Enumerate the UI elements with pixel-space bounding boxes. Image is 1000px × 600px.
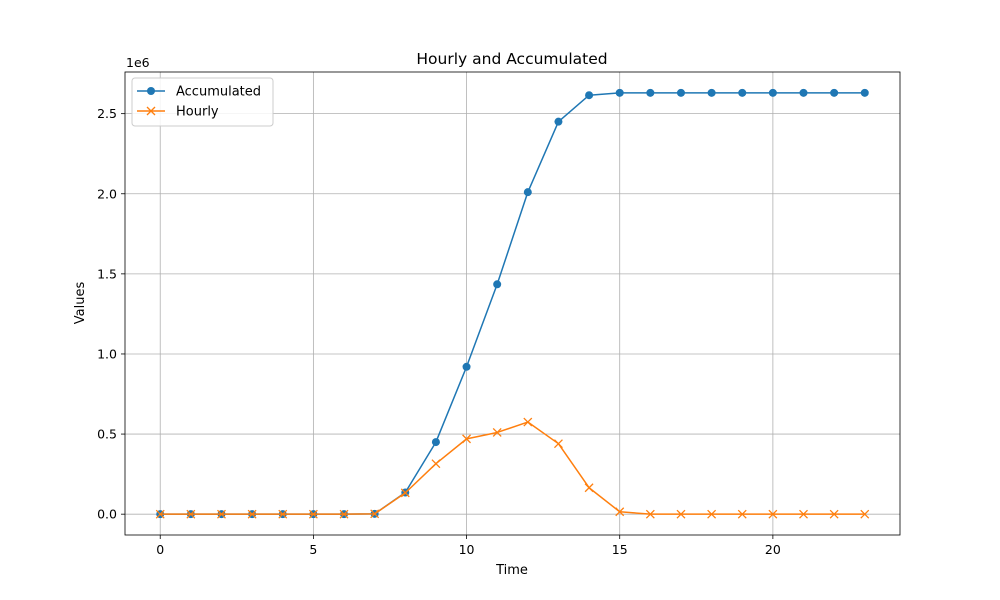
y-axis: 0.0 0.5 1.0 1.5 2.0 2.5 xyxy=(97,106,125,522)
hourly-point xyxy=(247,509,257,519)
accumulated-point xyxy=(799,88,808,97)
accumulated-point xyxy=(830,88,839,97)
hourly-point xyxy=(155,509,165,519)
accumulated-point xyxy=(646,88,655,97)
accumulated-point xyxy=(585,91,594,100)
hourly-point xyxy=(615,507,625,517)
hourly-point xyxy=(308,509,318,519)
y-tick-label: 1.0 xyxy=(97,346,117,361)
hourly-point xyxy=(523,417,533,427)
hourly-point xyxy=(186,509,196,519)
plot-area-frame xyxy=(124,71,901,536)
hourly-series-line xyxy=(160,421,865,515)
y-tick-label: 0.5 xyxy=(97,427,117,442)
grid xyxy=(125,72,900,535)
hourly-point xyxy=(553,439,563,449)
accumulated-point xyxy=(615,88,624,97)
accumulated-point xyxy=(523,188,532,197)
hourly-point xyxy=(737,509,747,519)
y-axis-offset-label: 1e6 xyxy=(126,55,150,70)
hourly-point xyxy=(339,509,349,519)
accumulated-point xyxy=(554,117,563,126)
accumulated-point xyxy=(860,88,869,97)
accumulated-point xyxy=(431,438,440,447)
x-tick-label: 15 xyxy=(612,542,628,557)
x-axis-label: Time xyxy=(495,563,528,578)
y-tick-label: 0.0 xyxy=(97,507,117,522)
hourly-point xyxy=(676,509,686,519)
legend-hourly-marker xyxy=(146,106,156,116)
hourly-point xyxy=(278,509,288,519)
hourly-point xyxy=(431,459,441,469)
y-tick-label: 2.5 xyxy=(97,106,117,121)
y-axis-label: Values xyxy=(73,282,88,325)
y-tick-label: 2.0 xyxy=(97,186,117,201)
hourly-point xyxy=(462,434,472,444)
hourly-point xyxy=(768,509,778,519)
hourly-point xyxy=(707,509,717,519)
accumulated-point xyxy=(707,88,716,97)
hourly-point xyxy=(860,509,870,519)
hourly-point xyxy=(584,483,594,493)
chart-title: Hourly and Accumulated xyxy=(416,50,607,68)
hourly-point xyxy=(400,488,410,498)
x-axis: 0 5 10 15 20 xyxy=(156,535,781,557)
series-layer xyxy=(155,88,870,519)
hourly-point xyxy=(370,509,380,519)
x-tick-label: 5 xyxy=(309,542,317,557)
legend-hourly-label: Hourly xyxy=(176,105,219,120)
accumulated-point xyxy=(462,362,471,371)
legend-box xyxy=(131,77,274,127)
accumulated-point xyxy=(676,88,685,97)
legend: Accumulated Hourly xyxy=(131,77,274,127)
hourly-point xyxy=(829,509,839,519)
x-tick-label: 0 xyxy=(156,542,164,557)
hourly-point xyxy=(645,509,655,519)
accumulated-point xyxy=(768,88,777,97)
hourly-point xyxy=(799,509,808,519)
y-tick-label: 1.5 xyxy=(97,266,117,281)
x-tick-label: 20 xyxy=(765,542,781,557)
legend-accumulated-marker xyxy=(147,87,155,95)
x-tick-label: 10 xyxy=(459,542,475,557)
hourly-point xyxy=(217,509,226,519)
legend-accumulated-label: Accumulated xyxy=(176,85,261,100)
accumulated-point xyxy=(493,280,502,289)
hourly-point xyxy=(492,428,502,437)
accumulated-point xyxy=(738,88,747,97)
